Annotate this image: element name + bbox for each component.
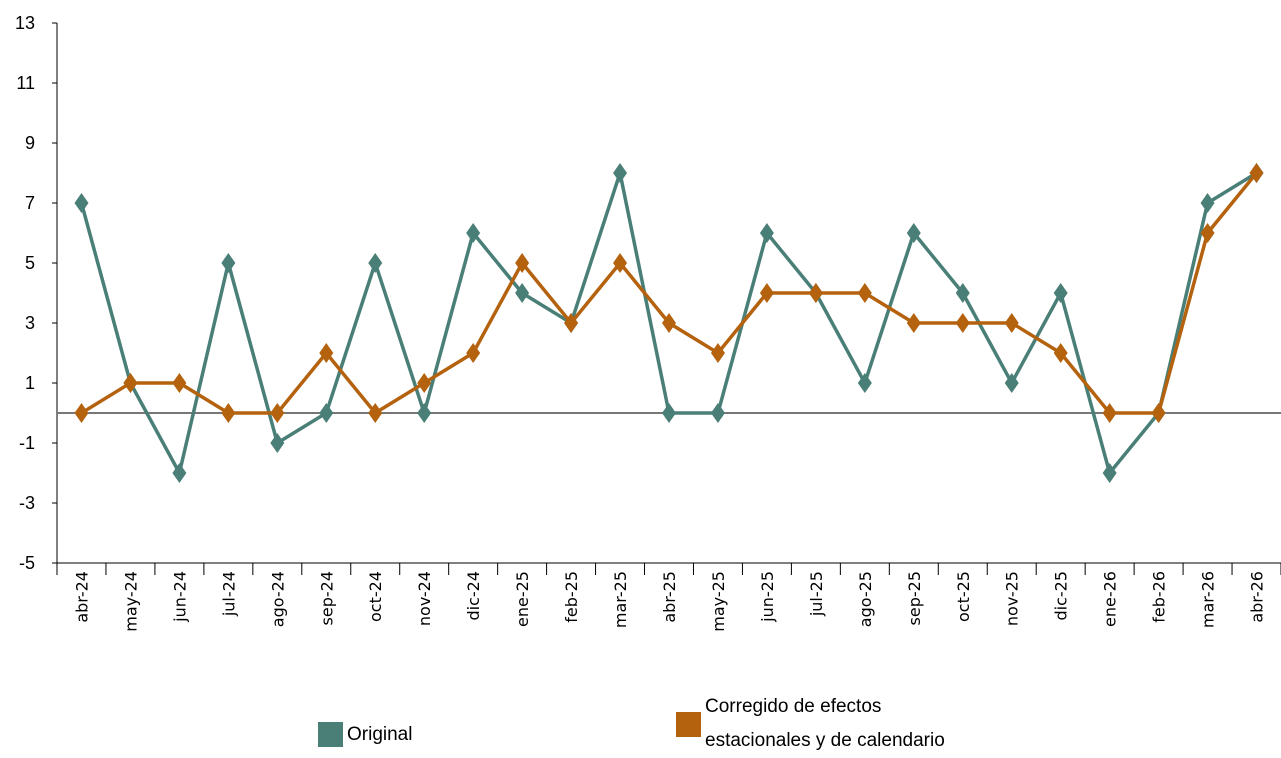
marker [808,283,823,303]
y-tick-label: -3 [19,493,35,513]
marker [564,313,579,333]
marker [1053,283,1068,303]
x-tick-label: nov-24 [415,571,434,626]
y-tick-label: 1 [25,373,35,393]
marker [1151,403,1166,423]
marker [417,373,432,393]
x-tick-label: dic-24 [464,571,483,621]
marker [613,163,628,183]
marker [270,403,285,423]
x-tick-label: oct-25 [954,571,973,622]
y-tick-label: 11 [16,73,35,93]
marker [172,373,187,393]
legend-swatch [676,711,701,737]
y-tick-label: -5 [19,553,35,573]
x-tick-label: may-25 [709,571,728,632]
x-tick-label: mar-26 [1199,571,1218,628]
x-tick-label: oct-24 [366,571,385,622]
marker [1200,223,1215,243]
x-tick-label: ene-25 [513,571,532,627]
x-tick-label: ago-24 [268,571,287,627]
marker [319,403,334,423]
marker [221,403,236,423]
marker [123,373,138,393]
x-tick-label: feb-25 [562,571,581,623]
marker [221,253,236,273]
marker [466,343,481,363]
legend-item: Corregido de efectos estacionales y de c… [676,690,976,758]
y-tick-label: 9 [25,133,35,153]
x-tick-label: may-24 [121,571,140,632]
marker [955,283,970,303]
marker [172,463,187,483]
x-tick-label: ene-26 [1101,571,1120,627]
marker [759,223,774,243]
marker [1004,313,1019,333]
x-tick-label: abr-26 [1248,571,1267,623]
x-tick-label: ago-25 [856,571,875,627]
marker [857,373,872,393]
x-tick-label: sep-25 [905,571,924,625]
x-tick-label: jul-24 [219,571,238,617]
marker [1200,193,1215,213]
y-tick-label: 3 [25,313,35,333]
y-tick-label: 5 [25,253,35,273]
marker [74,403,89,423]
marker [662,313,676,333]
marker [319,343,334,363]
marker [417,403,432,423]
marker [1249,163,1264,183]
x-tick-label: dic-25 [1052,571,1071,621]
marker [710,343,725,363]
marker [270,433,285,453]
marker [613,253,628,273]
legend-label: Original [347,723,413,745]
x-tick-label: nov-25 [1003,571,1022,626]
marker [906,313,921,333]
x-tick-label: mar-25 [611,571,630,628]
marker [857,283,872,303]
marker [1053,343,1068,363]
x-tick-label: abr-24 [72,571,91,623]
marker [662,403,676,423]
marker [466,223,481,243]
legend-item: Original [318,722,518,747]
marker [515,283,530,303]
x-tick-label: jun-24 [170,571,189,623]
marker [1102,463,1117,483]
y-tick-label: 13 [15,13,35,33]
marker [74,193,89,213]
marker [515,253,530,273]
x-tick-label: jul-25 [807,571,826,617]
x-tick-label: feb-26 [1150,571,1169,623]
legend-swatch [318,722,343,747]
x-tick-label: sep-24 [317,571,336,625]
marker [368,403,383,423]
x-tick-label: jun-25 [758,571,777,623]
marker [368,253,383,273]
marker [1004,373,1019,393]
marker [759,283,774,303]
y-tick-label: 7 [25,193,35,213]
marker [906,223,921,243]
x-tick-label: abr-25 [660,571,679,623]
y-tick-label: -1 [19,433,35,453]
marker [710,403,725,423]
marker [1102,403,1117,423]
legend-label: Corregido de efectos estacionales y de c… [705,696,945,751]
marker [955,313,970,333]
